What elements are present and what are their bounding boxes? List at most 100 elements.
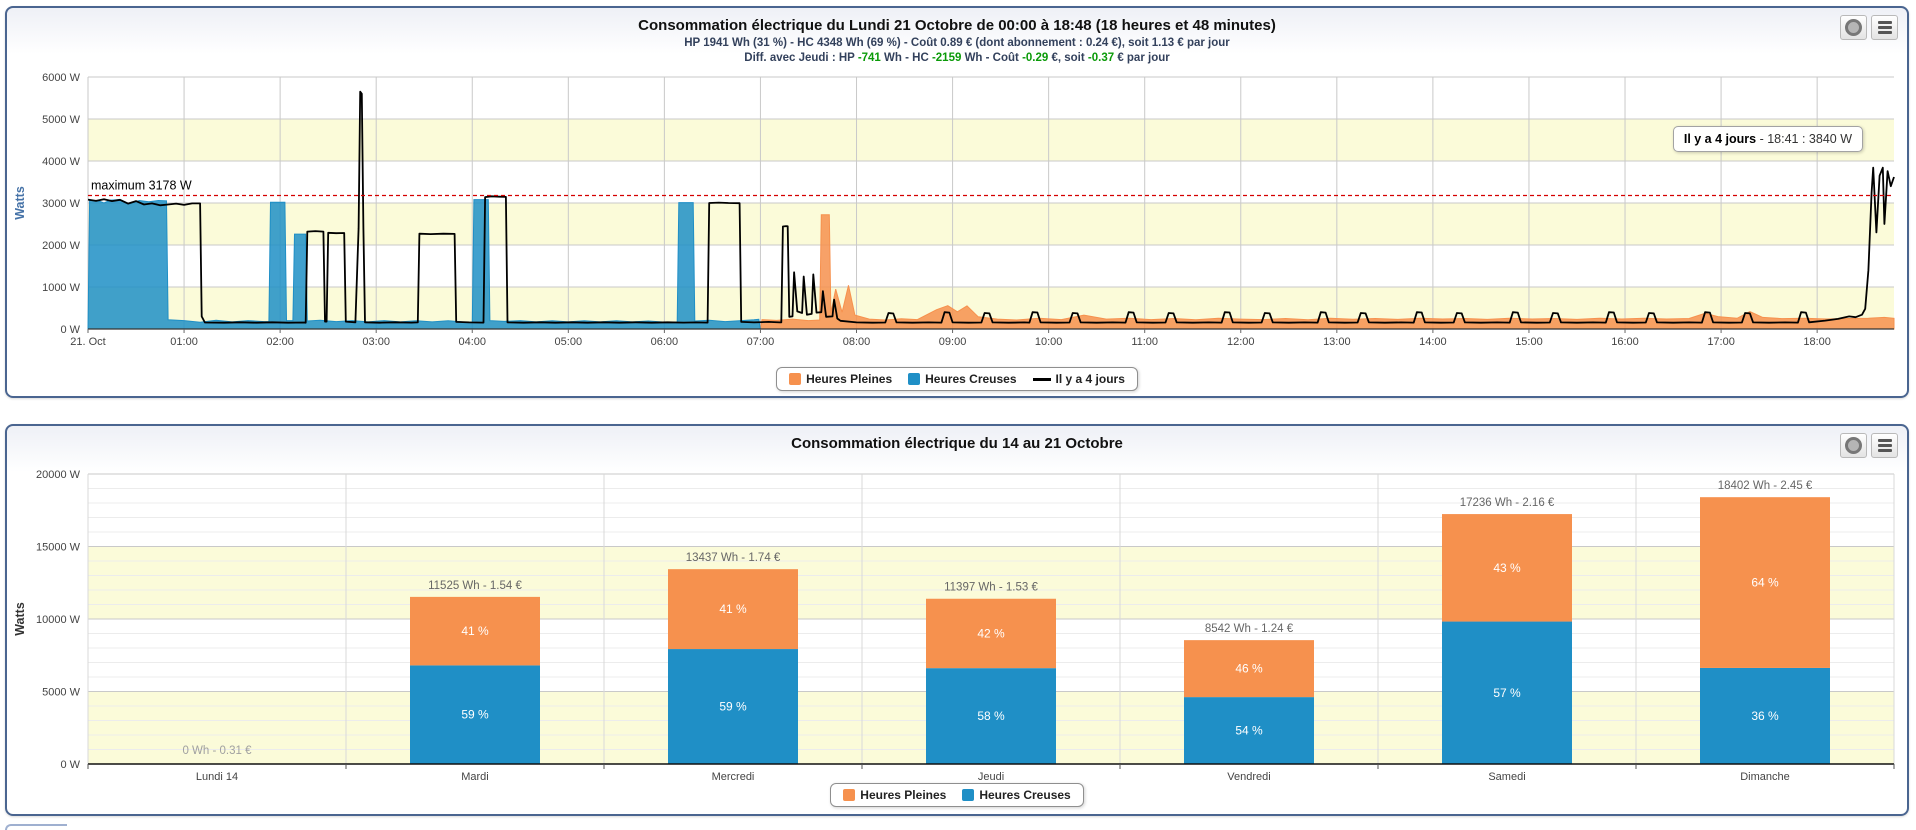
category-label: Vendredi	[1227, 771, 1270, 783]
chart-menu-button[interactable]	[1871, 433, 1898, 458]
x-tick-label: 04:00	[458, 336, 486, 348]
diff-text-segment: € par jour	[1114, 52, 1170, 64]
weekly-consumption-panel: Consommation électrique du 14 au 21 Octo…	[5, 424, 1909, 816]
bar-total-label: 13437 Wh - 1.74 €	[686, 552, 781, 564]
bar-heures-creuses-samedi[interactable]	[1442, 621, 1572, 764]
category-label: Mercredi	[712, 771, 755, 783]
y-axis-title: Watts	[13, 186, 27, 220]
chart-legend: Heures Pleines Heures Creuses Il y a 4 j…	[776, 367, 1138, 391]
x-tick-label: 10:00	[1035, 336, 1063, 348]
diff-text-segment: Diff. avec Jeudi : HP	[744, 52, 858, 64]
y-tick-label: 5000 W	[42, 114, 81, 126]
y-tick-label: 15000 W	[36, 542, 81, 554]
chart-legend-row: Heures Pleines Heures Creuses	[7, 783, 1907, 807]
legend-label: Il y a 4 jours	[1055, 372, 1125, 386]
hc-percent-label: 58 %	[977, 709, 1005, 723]
diff-text-segment: Wh - Coût	[961, 52, 1023, 64]
diff-value: -0.29	[1022, 52, 1049, 64]
legend-label: Heures Creuses	[925, 372, 1017, 386]
legend-item-heures-pleines[interactable]: Heures Pleines	[789, 372, 892, 386]
chart-menu-button[interactable]	[1871, 15, 1898, 40]
hc-percent-label: 54 %	[1235, 724, 1263, 738]
alternate-band	[88, 203, 1894, 245]
bar-total-label: 11525 Wh - 1.54 €	[428, 580, 522, 592]
tooltip-series-name: Il y a 4 jours	[1683, 132, 1757, 146]
bar-heures-pleines-dimanche[interactable]	[1700, 497, 1830, 668]
il-y-a-4-jours-line[interactable]	[87, 90, 1895, 324]
y-tick-label: 20000 W	[36, 469, 81, 481]
x-tick-label: 03:00	[362, 336, 390, 348]
weekly-consumption-chart: 0 Wh - 0.31 € Lundi 14 59 % 41 % 11525 Wh - …	[13, 469, 1895, 783]
x-tick-label: 14:00	[1419, 336, 1447, 348]
hc-percent-label: 59 %	[461, 708, 489, 722]
y-tick-label: 3000 W	[42, 198, 81, 210]
x-tick-label: 01:00	[170, 336, 198, 348]
category-label: Samedi	[1488, 771, 1525, 783]
next-panel-top-edge	[5, 824, 67, 830]
x-tick-label: 02:00	[266, 336, 294, 348]
bar-heures-creuses-dimanche[interactable]	[1700, 667, 1830, 764]
bar-heures-creuses-mardi[interactable]	[410, 665, 540, 764]
diff-value: -2159	[931, 52, 962, 64]
x-tick-label: 07:00	[747, 336, 775, 348]
bar-total-label: 0 Wh - 0.31 €	[182, 745, 252, 757]
x-tick-label: 13:00	[1323, 336, 1351, 348]
legend-label: Heures Creuses	[979, 788, 1071, 802]
legend-item-heures-creuses[interactable]: Heures Creuses	[908, 372, 1017, 386]
circle-icon	[1845, 19, 1862, 36]
heures-pleines-swatch	[843, 789, 856, 801]
legend-item-heures-creuses[interactable]: Heures Creuses	[962, 788, 1071, 802]
alternate-band	[88, 119, 1894, 161]
legend-item-il-y-a-4-jours[interactable]: Il y a 4 jours	[1032, 372, 1125, 386]
print-chart-button[interactable]	[1840, 15, 1867, 40]
menu-icon	[1877, 439, 1892, 452]
bar-total-label: 18402 Wh - 2.45 €	[1718, 480, 1813, 492]
y-tick-label: 0 W	[60, 759, 80, 771]
maximum-label: maximum 3178 W	[91, 179, 192, 193]
x-tick-label: 08:00	[843, 336, 871, 348]
hc-percent-label: 57 %	[1493, 686, 1521, 700]
bar-heures-pleines-mercredi[interactable]	[668, 569, 798, 650]
y-tick-label: 2000 W	[42, 240, 81, 252]
hp-percent-label: 41 %	[719, 602, 747, 616]
category-label: Dimanche	[1740, 771, 1790, 783]
diff-text-segment: Wh - HC	[880, 52, 932, 64]
y-axis-title: Watts	[13, 602, 27, 636]
bar-heures-creuses-vendredi[interactable]	[1184, 697, 1314, 764]
heures-creuses-swatch	[908, 373, 921, 385]
hp-percent-label: 42 %	[977, 626, 1005, 640]
chart-toolbar	[1840, 15, 1898, 40]
y-tick-label: 4000 W	[42, 156, 81, 168]
x-tick-label: 05:00	[555, 336, 583, 348]
bar-heures-pleines-vendredi[interactable]	[1184, 640, 1314, 698]
chart-toolbar	[1840, 433, 1898, 458]
line-series-swatch	[1032, 377, 1051, 381]
bar-heures-pleines-samedi[interactable]	[1442, 514, 1572, 622]
bar-heures-creuses-mercredi[interactable]	[668, 649, 798, 764]
category-label: Jeudi	[978, 771, 1004, 783]
bar-heures-pleines-mardi[interactable]	[410, 596, 540, 666]
tooltip-value: - 18:41 : 3840 W	[1756, 132, 1852, 146]
heures-pleines-swatch	[789, 373, 802, 385]
bar-total-label: 11397 Wh - 1.53 €	[944, 582, 1038, 594]
bar-heures-pleines-jeudi[interactable]	[926, 598, 1056, 669]
x-tick-label: 16:00	[1611, 336, 1639, 348]
chart-legend: Heures Pleines Heures Creuses	[830, 783, 1084, 807]
hc-percent-label: 59 %	[719, 700, 747, 714]
category-label: Mardi	[461, 771, 489, 783]
hp-percent-label: 46 %	[1235, 662, 1263, 676]
bar-total-label: 8542 Wh - 1.24 €	[1205, 623, 1294, 635]
print-chart-button[interactable]	[1840, 433, 1867, 458]
legend-item-heures-pleines[interactable]: Heures Pleines	[843, 788, 946, 802]
y-tick-label: 0 W	[60, 324, 80, 336]
bar-heures-creuses-jeudi[interactable]	[926, 668, 1056, 764]
hc-percent-label: 36 %	[1751, 709, 1779, 723]
heures-pleines-area[interactable]	[759, 214, 1895, 330]
chart-diff-line: Diff. avec Jeudi : HP -741 Wh - HC -2159…	[7, 52, 1907, 64]
chart-title: Consommation électrique du Lundi 21 Octo…	[638, 17, 1276, 34]
menu-icon	[1877, 21, 1892, 34]
x-tick-label: 12:00	[1227, 336, 1255, 348]
chart-title: Consommation électrique du 14 au 21 Octo…	[791, 435, 1123, 452]
hp-percent-label: 43 %	[1493, 561, 1521, 575]
hp-percent-label: 64 %	[1751, 576, 1779, 590]
